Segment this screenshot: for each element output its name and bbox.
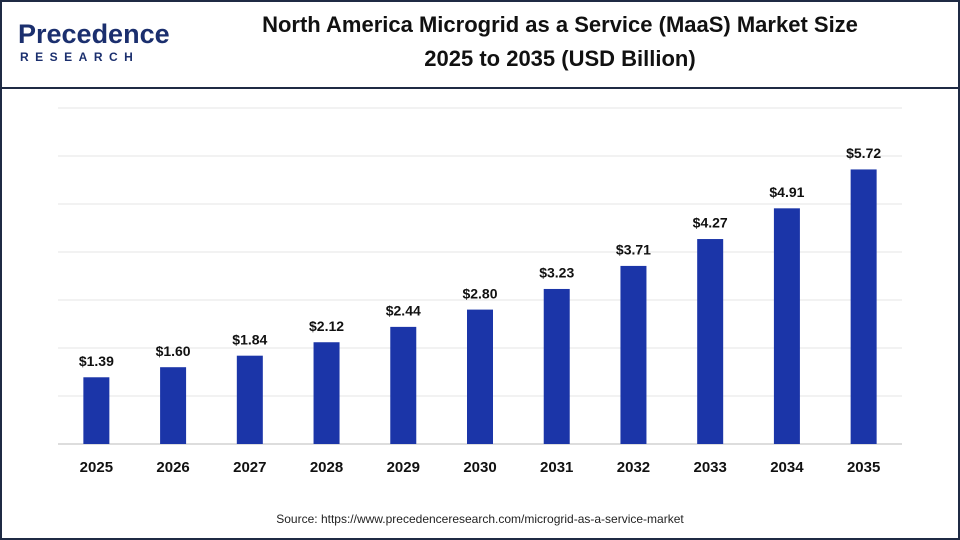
bar [697,239,724,444]
x-tick-label: 2032 [617,459,650,476]
bar [236,355,263,444]
x-tick-label: 2031 [540,459,573,476]
bar [543,288,570,444]
logo: Precedence RESEARCH [18,19,170,64]
value-label: $5.72 [846,145,881,161]
logo-tagline: RESEARCH [20,50,139,64]
value-label: $1.84 [232,331,267,347]
value-label: $4.91 [769,184,804,200]
bar [83,377,110,444]
value-label: $2.44 [386,303,421,319]
bar [467,309,493,444]
bar [313,342,340,444]
value-label: $2.12 [309,318,344,334]
source: Source: https://www.precedenceresearch.c… [276,512,684,526]
x-tick-label: 2035 [847,459,880,476]
bar [160,367,187,444]
bar [620,265,647,444]
value-label: $1.60 [156,343,191,359]
chart-subtitle: 2025 to 2035 (USD Billion) [424,46,695,71]
bar [850,169,877,444]
x-tick-label: 2025 [80,459,113,476]
bar [773,208,800,444]
chart-title: North America Microgrid as a Service (Ma… [262,12,858,37]
value-label: $3.71 [616,242,651,258]
value-label: $2.80 [462,285,497,301]
x-tick-label: 2028 [310,459,343,476]
x-tick-label: 2026 [156,459,189,476]
x-tick-label: 2034 [770,459,804,476]
bar [390,326,417,444]
value-label: $1.39 [79,353,114,369]
value-label: $4.27 [693,215,728,231]
x-tick-label: 2027 [233,459,266,476]
x-tick-label: 2030 [463,459,496,476]
value-label: $3.23 [539,265,574,281]
x-tick-label: 2029 [387,459,420,476]
x-tick-label: 2033 [693,459,726,476]
logo-name: Precedence [18,19,170,49]
